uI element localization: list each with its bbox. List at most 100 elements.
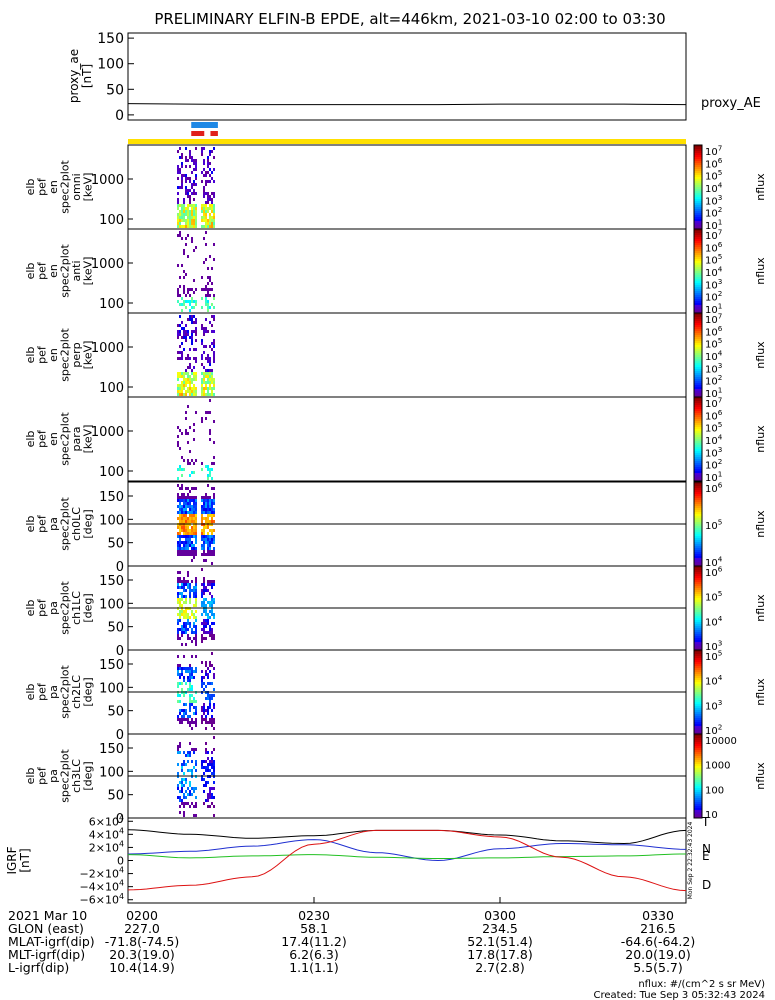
colorbar-tick-label: 105 [705, 252, 722, 267]
spec-pixel [185, 613, 187, 616]
spec-pixel [211, 150, 213, 153]
spec-pixel [211, 682, 213, 685]
spec-pixel [207, 162, 209, 165]
orbit-row-value: 227.0 [124, 921, 160, 936]
tick-base: 10 [705, 484, 718, 495]
spec-pixel [181, 784, 183, 787]
spec-pixel [181, 610, 183, 613]
spec-pixel [207, 303, 209, 306]
spec-pixel [209, 375, 211, 378]
spec-pixel [187, 354, 189, 357]
spec-pixel [195, 721, 197, 724]
spec-pixel [191, 159, 193, 162]
colorbar-cell [694, 758, 702, 761]
colorbar-cell [694, 796, 702, 799]
spec-pixel [189, 450, 191, 453]
spec-pixel [189, 673, 191, 676]
colorbar-cell [694, 409, 702, 412]
orbit-row-value: 0330 [642, 908, 674, 923]
spec-pixel [201, 538, 203, 541]
spec-pixel [205, 664, 207, 667]
spec-pixel [183, 291, 185, 294]
spec-pixel [209, 276, 211, 279]
spec-pixel [181, 535, 183, 538]
spec-pixel [185, 219, 187, 222]
spec-pixel [203, 517, 205, 520]
spec-pixel [189, 153, 191, 156]
spec-pixel [195, 769, 197, 772]
spec-pixel [211, 324, 213, 327]
spec-pixel [195, 748, 197, 751]
colorbar-tick-label: 101 [705, 302, 722, 317]
spec-pixel [183, 526, 185, 529]
spec-pixel [177, 586, 179, 589]
spec-pixel [193, 429, 195, 432]
colorbar-cell [694, 279, 702, 282]
spec-pixel [183, 381, 185, 384]
spec-pixel [189, 198, 191, 201]
spec-pixel [213, 535, 215, 538]
spec-pixel [195, 505, 197, 508]
spec-pixel [213, 306, 215, 309]
spec-pixel [193, 159, 195, 162]
spec-pixel [179, 465, 181, 468]
colorbar-cell [694, 712, 702, 715]
spec-pixel [193, 375, 195, 378]
spec-pixel [205, 742, 207, 745]
spec-pixel [185, 210, 187, 213]
spec-pixel [191, 192, 193, 195]
spec-pixel [177, 532, 179, 535]
spec-pixel [195, 625, 197, 628]
colorbar-cell [694, 361, 702, 364]
colorbar-cell [694, 706, 702, 709]
spec-pixel [177, 772, 179, 775]
spec-pixel [207, 763, 209, 766]
spec-pixel [193, 748, 195, 751]
spec-pixel [179, 505, 181, 508]
spec-pixel [185, 754, 187, 757]
spec-pixel [179, 571, 181, 574]
spec-pixel [181, 456, 183, 459]
spec-ylabel-line: [deg] [82, 509, 95, 538]
igrf-series-N [127, 839, 687, 862]
tick-base: 10 [705, 701, 718, 712]
spec-pixel [187, 529, 189, 532]
spec-pixel [183, 589, 185, 592]
colorbar-cell [694, 171, 702, 174]
colorbar-cell [694, 443, 702, 446]
orbit-row-label: 2021 Mar 10 [8, 908, 87, 923]
spec-pixel [183, 550, 185, 553]
spec-pixel [203, 544, 205, 547]
spec-pixel [193, 721, 195, 724]
colorbar-cell [694, 564, 702, 567]
spec-pixel [183, 201, 185, 204]
spec-pixel [213, 706, 215, 709]
colorbar-cell [694, 255, 702, 258]
spec-pixel [213, 787, 215, 790]
spec-pixel [189, 538, 191, 541]
spec-pixel [195, 787, 197, 790]
spec-pixel [205, 748, 207, 751]
spec-pixel [201, 339, 203, 342]
colorbar-cell [694, 205, 702, 208]
spec-pixel [209, 787, 211, 790]
colorbar-cell [694, 802, 702, 805]
spec-pixel [193, 613, 195, 616]
spec-pixel [187, 679, 189, 682]
spec-pixel [207, 468, 209, 471]
spec-pixel [189, 685, 191, 688]
colorbar-cell [694, 650, 702, 653]
spec-pixel [189, 219, 191, 222]
spec-pixel [185, 514, 187, 517]
spec-pixel [211, 381, 213, 384]
spec-pixel [203, 802, 205, 805]
spec-pixel [207, 619, 209, 622]
spec-pixel [213, 297, 215, 300]
spec-pixel [205, 288, 207, 291]
spec-pixel [179, 592, 181, 595]
spec-pixel [185, 417, 187, 420]
spec-pixel [185, 429, 187, 432]
spec-pixel [191, 511, 193, 514]
spec-ylabel-line: pef [36, 345, 49, 364]
colorbar-cell [694, 792, 702, 795]
